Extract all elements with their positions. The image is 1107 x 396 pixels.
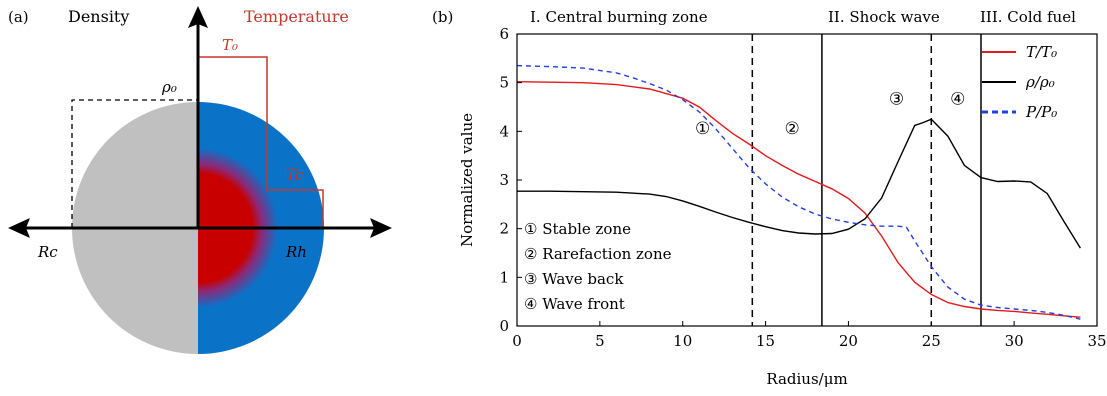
y-tick-label: 0 bbox=[499, 317, 509, 335]
hot-spot bbox=[198, 148, 278, 308]
density-title: Density bbox=[68, 7, 129, 26]
x-tick-label: 5 bbox=[595, 332, 605, 350]
temperature-profile-line bbox=[198, 56, 324, 228]
plot-area: 0 5 10 15 20 25 30 35 0 1 2 3 4 5 6 ① ② ③ ④ bbox=[499, 25, 1106, 350]
series-legend: T/T₀ ρ/ρ₀ P/P₀ bbox=[982, 43, 1057, 121]
line-chart: 0 5 10 15 20 25 30 35 0 1 2 3 4 5 6 ① ② ③ ④ (b) I. Central… bbox=[432, 8, 1107, 388]
x-tick-label: 15 bbox=[756, 332, 775, 350]
t0-label: T₀ bbox=[222, 36, 238, 54]
x-tick-label: 25 bbox=[922, 332, 941, 350]
y-tick-label: 1 bbox=[499, 268, 509, 286]
zone-marker: ③ bbox=[889, 90, 904, 110]
legend-label-temperature: T/T₀ bbox=[1026, 43, 1057, 61]
y-tick-label: 4 bbox=[499, 122, 509, 140]
rc-label: Rc bbox=[37, 243, 58, 261]
zone-marker: ① bbox=[695, 119, 710, 139]
x-tick-label: 10 bbox=[673, 332, 692, 350]
rh-label: Rh bbox=[285, 243, 307, 261]
x-tick-label: 20 bbox=[839, 332, 858, 350]
legend-label-pressure: P/P₀ bbox=[1025, 103, 1057, 121]
zone-marker: ④ bbox=[950, 90, 965, 110]
zone-legend-item: ② Rarefaction zone bbox=[524, 245, 672, 263]
temperature-title: Temperature bbox=[244, 7, 349, 26]
zone-title-shock: II. Shock wave bbox=[828, 8, 940, 26]
rho0-label: ρ₀ bbox=[161, 78, 177, 96]
x-tick-label: 30 bbox=[1005, 332, 1024, 350]
zone-legend-item: ④ Wave front bbox=[524, 295, 625, 313]
up-arrow-head bbox=[188, 6, 208, 28]
y-tick-label: 6 bbox=[499, 25, 509, 43]
panel-a: (a) Density Temperature ρ₀ T₀ Tc Rc Rh bbox=[0, 0, 420, 392]
x-axis-label: Radius/μm bbox=[766, 370, 847, 388]
y-axis-label: Normalized value bbox=[458, 113, 476, 247]
y-tick-label: 5 bbox=[499, 74, 509, 92]
panel-a-label: (a) bbox=[8, 8, 29, 26]
tc-label: Tc bbox=[286, 166, 304, 184]
left-arrow-head bbox=[8, 218, 30, 238]
zone-legend-item: ① Stable zone bbox=[524, 220, 631, 238]
y-tick-label: 3 bbox=[499, 171, 509, 189]
x-tick-label: 0 bbox=[512, 332, 522, 350]
zone-title-central: I. Central burning zone bbox=[530, 8, 708, 26]
panel-a-diagram: (a) Density Temperature ρ₀ T₀ Tc Rc Rh bbox=[8, 6, 392, 354]
density-line bbox=[517, 118, 1081, 249]
zone-title-cold: III. Cold fuel bbox=[980, 8, 1076, 26]
panel-b-label: (b) bbox=[432, 8, 453, 26]
x-tick-label: 35 bbox=[1087, 332, 1106, 350]
density-profile-line bbox=[71, 99, 198, 228]
zone-legend-item: ③ Wave back bbox=[524, 270, 624, 288]
legend-label-density: ρ/ρ₀ bbox=[1025, 73, 1055, 91]
right-arrow-head bbox=[370, 218, 392, 238]
panel-b: 0 5 10 15 20 25 30 35 0 1 2 3 4 5 6 ① ② ③ ④ (b) I. Central… bbox=[420, 0, 1107, 392]
y-tick-label: 2 bbox=[499, 220, 509, 238]
zone-marker: ② bbox=[784, 119, 799, 139]
zone-legend: ① Stable zone ② Rarefaction zone ③ Wave … bbox=[524, 220, 672, 313]
